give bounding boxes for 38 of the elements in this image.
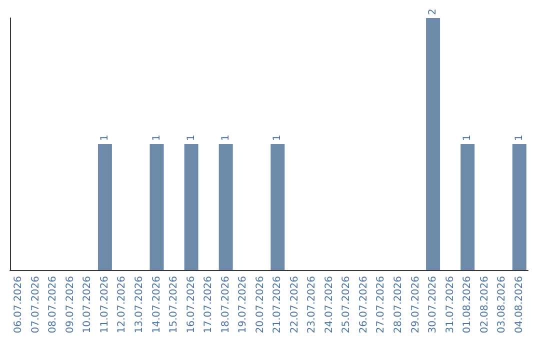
data-label: 1 bbox=[99, 134, 110, 141]
x-tick-label: 31.07.2026 bbox=[444, 276, 456, 334]
x-tick-label: 20.07.2026 bbox=[254, 276, 266, 334]
data-label: 1 bbox=[272, 134, 284, 141]
x-tick-label: 01.08.2026 bbox=[462, 276, 474, 334]
data-label: 2 bbox=[428, 8, 439, 15]
data-label: 1 bbox=[220, 134, 232, 141]
data-label: 1 bbox=[151, 134, 162, 141]
x-tick-label: 04.08.2026 bbox=[514, 276, 525, 334]
x-tick-label: 15.07.2026 bbox=[168, 276, 180, 334]
x-tick-label: 19.07.2026 bbox=[238, 276, 249, 334]
data-label: 1 bbox=[514, 134, 525, 141]
x-tick-label: 25.07.2026 bbox=[341, 276, 352, 334]
x-tick-label: 09.07.2026 bbox=[64, 276, 76, 334]
x-tick-label: 08.07.2026 bbox=[48, 276, 59, 334]
x-tick-label: 07.07.2026 bbox=[30, 276, 42, 334]
x-tick-label: 02.08.2026 bbox=[479, 276, 490, 334]
x-tick-label: 12.07.2026 bbox=[116, 276, 128, 334]
x-tick-label: 17.07.2026 bbox=[203, 276, 214, 334]
x-tick-label: 21.07.2026 bbox=[272, 276, 284, 334]
x-tick-label: 16.07.2026 bbox=[186, 276, 197, 334]
data-label: 1 bbox=[186, 134, 197, 141]
x-tick-label: 24.07.2026 bbox=[324, 276, 335, 334]
x-tick-label: 18.07.2026 bbox=[220, 276, 232, 334]
x-tick-label: 27.07.2026 bbox=[376, 276, 387, 334]
x-tick-label: 14.07.2026 bbox=[151, 276, 162, 334]
data-label: 1 bbox=[462, 134, 474, 141]
x-tick-label: 23.07.2026 bbox=[306, 276, 318, 334]
x-tick-label: 11.07.2026 bbox=[99, 276, 110, 334]
x-tick-label: 26.07.2026 bbox=[358, 276, 370, 334]
x-tick-label: 10.07.2026 bbox=[82, 276, 94, 334]
x-tick-label: 28.07.2026 bbox=[393, 276, 404, 334]
x-tick-label: 22.07.2026 bbox=[289, 276, 300, 334]
x-tick-label: 13.07.2026 bbox=[134, 276, 145, 334]
x-tick-label: 06.07.2026 bbox=[13, 276, 24, 334]
x-tick-label: 29.07.2026 bbox=[410, 276, 422, 334]
x-tick-label: 03.08.2026 bbox=[496, 276, 508, 334]
x-tick-label: 30.07.2026 bbox=[428, 276, 439, 334]
